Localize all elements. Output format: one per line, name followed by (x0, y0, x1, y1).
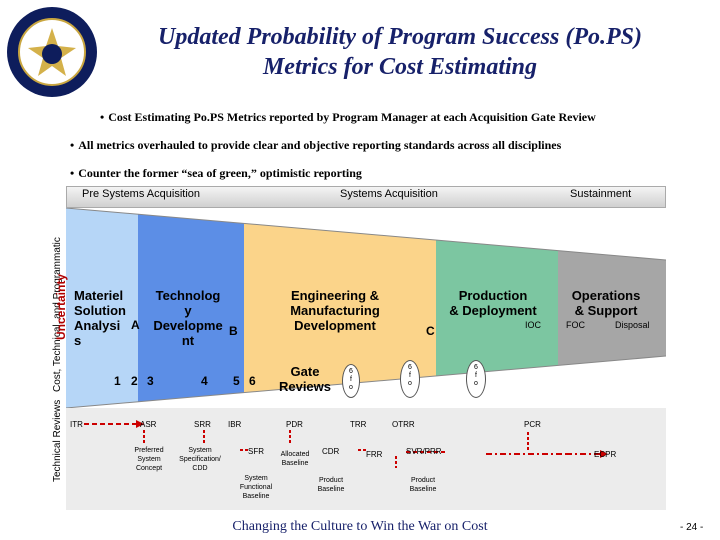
baseline-product-2: Product Baseline (409, 477, 437, 493)
review-asr: ASR (140, 420, 157, 429)
milestone-foc: FOC (566, 320, 585, 330)
gate-3: 3 (147, 374, 154, 388)
review-pdr: PDR (286, 420, 303, 429)
block-production-deployment: Production & Deployment (449, 288, 537, 318)
navy-seal-logo (7, 7, 97, 97)
gate-1: 1 (114, 374, 121, 388)
milestone-disposal: Disposal (615, 320, 650, 330)
block-operations-support: Operations & Support (571, 288, 641, 318)
block-technology-development: Technolog y Developme nt (153, 288, 223, 348)
bullet-marker-1: • (100, 110, 105, 124)
phase-systems: Systems Acquisition (340, 188, 438, 200)
gate-6-fo-3: 6 f o (466, 360, 486, 398)
bullet-3-text: Counter the former “sea of green,” optim… (78, 166, 362, 180)
milestone-ioc: IOC (525, 320, 542, 330)
review-itr: ITR (70, 420, 83, 429)
operations-region (558, 246, 666, 370)
gate-6-fo-1: 6 f o (342, 364, 360, 398)
bullet-2-text: All metrics overhauled to provide clear … (78, 138, 562, 152)
bullet-1: • Cost Estimating Po.PS Metrics reported … (100, 110, 596, 125)
block-materiel-solution: Materiel Solution Analysi s (74, 288, 126, 348)
review-otrr: OTRR (392, 420, 415, 429)
bullet-3: • Counter the former “sea of green,” opti… (70, 166, 362, 181)
page-title: Updated Probability of Program Success (… (100, 22, 700, 82)
baseline-system-spec: System Specification/ CDD (179, 447, 221, 472)
baseline-preferred-concept: Preferred System Concept (134, 447, 164, 472)
y-label-uncertainty: Uncertainty (54, 273, 68, 340)
gate-5: 5 (233, 374, 240, 388)
technology-region (138, 208, 244, 408)
footer-tagline: Changing the Culture to Win the War on C… (232, 519, 488, 534)
review-ecpr: ECPR (594, 450, 617, 459)
acquisition-funnel (66, 208, 666, 408)
materiel-region (66, 208, 138, 408)
review-sfr: SFR (248, 447, 264, 456)
bullet-marker-3: • (70, 166, 75, 180)
baseline-allocated: Allocated Baseline (280, 451, 310, 467)
phase-header-bar (66, 186, 666, 208)
reviews-panel (66, 408, 666, 510)
review-cdr: CDR (322, 447, 340, 456)
block-emd: Engineering & Manufacturing Development (290, 288, 380, 333)
review-arrows (84, 420, 608, 468)
review-pcr: PCR (524, 420, 541, 429)
y-label-reviews: Technical Reviews (52, 399, 63, 482)
phase-sustainment: Sustainment (570, 188, 632, 200)
baseline-functional: System Functional Baseline (239, 475, 273, 500)
gate-4: 4 (201, 374, 208, 388)
title-line1: Updated Probability of Program Success (… (158, 24, 642, 50)
review-trr: TRR (350, 420, 367, 429)
gate-6-fo-2: 6 f o (400, 360, 420, 398)
review-ibr: IBR (228, 420, 242, 429)
milestone-b: B (229, 324, 238, 338)
bullet-1-text: Cost Estimating Po.PS Metrics reported b… (108, 110, 596, 124)
gate-reviews-label: Gate Reviews (278, 364, 332, 394)
page-number: - 24 - (680, 522, 704, 533)
milestone-c: C (426, 324, 435, 338)
production-region (436, 226, 558, 390)
emd-region (244, 208, 436, 408)
milestone-a: A (131, 318, 140, 332)
gate-2: 2 (131, 374, 138, 388)
review-frr: FRR (366, 450, 383, 459)
bullet-2: • All metrics overhauled to provide clear… (70, 138, 561, 153)
phase-pre-systems: Pre Systems Acquisition (82, 188, 200, 200)
review-srr: SRR (194, 420, 211, 429)
title-line2: Metrics for Cost Estimating (262, 54, 538, 80)
gate-6: 6 (249, 374, 256, 388)
review-svr-prr: SVR/PRR (406, 447, 442, 456)
baseline-product-1: Product Baseline (317, 477, 345, 493)
bullet-marker-2: • (70, 138, 75, 152)
